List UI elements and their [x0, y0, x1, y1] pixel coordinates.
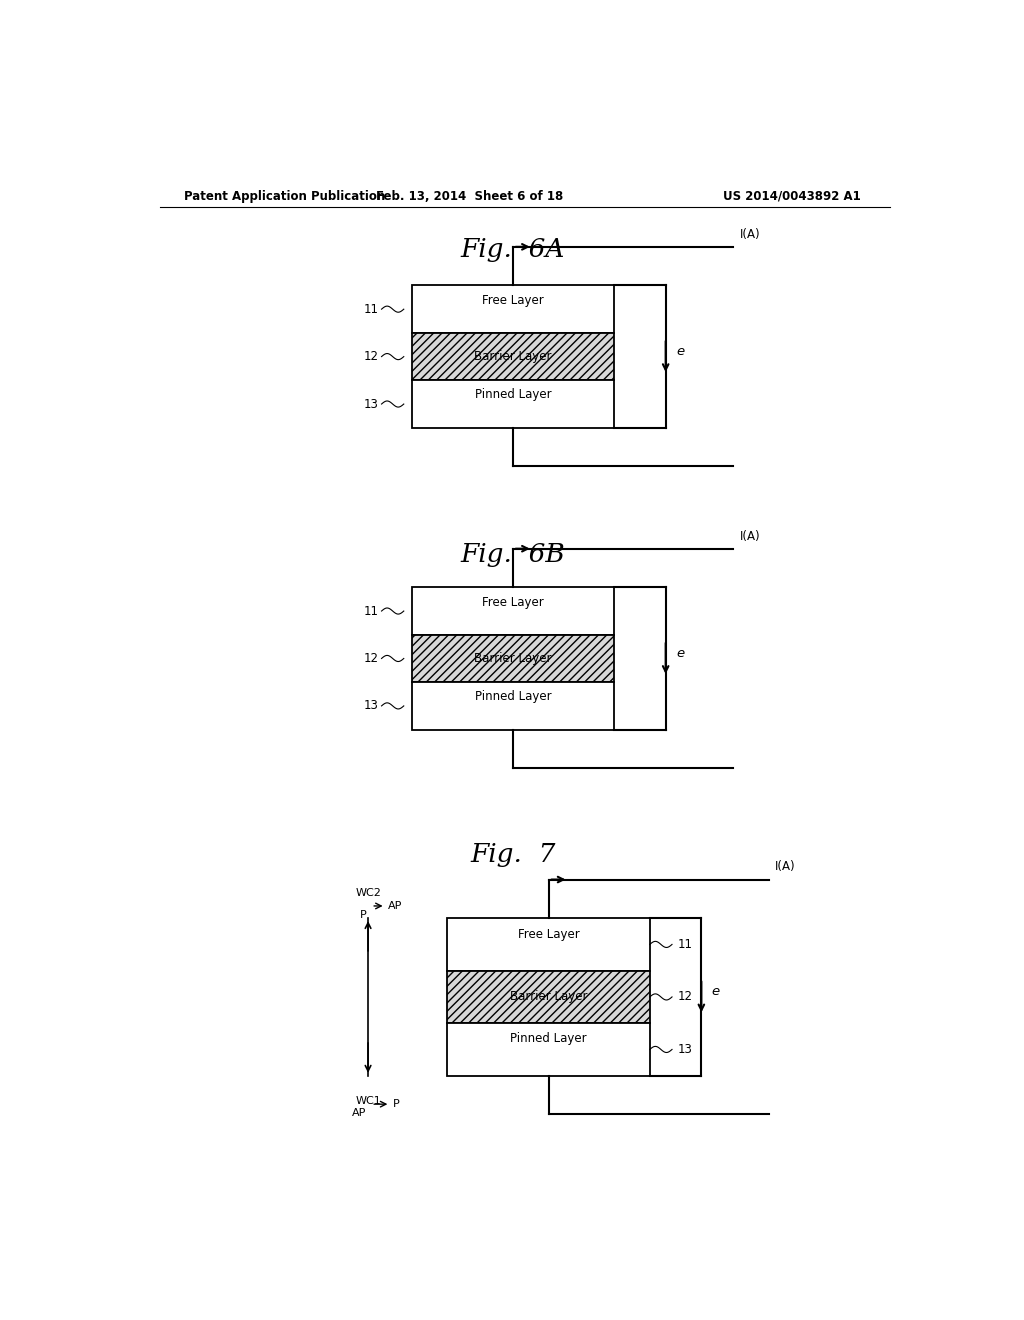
- Text: Barrier Layer: Barrier Layer: [474, 350, 552, 363]
- Text: Free Layer: Free Layer: [482, 597, 544, 609]
- Bar: [447, 970, 650, 1023]
- Text: AP: AP: [388, 902, 402, 911]
- Bar: [412, 635, 614, 682]
- Text: 13: 13: [678, 1043, 692, 1056]
- Text: 11: 11: [364, 302, 379, 315]
- Text: Pinned Layer: Pinned Layer: [510, 1032, 587, 1045]
- Text: 11: 11: [678, 939, 692, 950]
- FancyArrow shape: [429, 407, 581, 422]
- Text: 11: 11: [364, 605, 379, 618]
- Bar: [447, 919, 650, 970]
- Bar: [412, 285, 614, 333]
- FancyArrow shape: [465, 1053, 616, 1069]
- Text: Free Layer: Free Layer: [482, 294, 544, 308]
- Text: Pinned Layer: Pinned Layer: [474, 388, 551, 401]
- Text: 13: 13: [364, 700, 379, 713]
- FancyArrow shape: [445, 614, 597, 630]
- Text: Patent Application Publication: Patent Application Publication: [183, 190, 385, 202]
- Text: P: P: [392, 1100, 399, 1109]
- Text: Fig.  6B: Fig. 6B: [461, 543, 565, 568]
- Bar: [447, 1023, 650, 1076]
- Text: WC2: WC2: [355, 888, 381, 898]
- FancyArrow shape: [429, 312, 581, 327]
- Text: e: e: [676, 647, 684, 660]
- Text: I(A): I(A): [739, 529, 760, 543]
- Text: 12: 12: [364, 350, 379, 363]
- Text: e: e: [712, 985, 720, 998]
- Text: 12: 12: [364, 652, 379, 665]
- Text: Fig.  7: Fig. 7: [470, 842, 556, 867]
- Text: WC1: WC1: [355, 1096, 381, 1106]
- FancyArrow shape: [429, 709, 581, 725]
- FancyArrow shape: [480, 948, 633, 964]
- Bar: [412, 682, 614, 730]
- Text: Fig.  6A: Fig. 6A: [461, 238, 565, 263]
- Text: Barrier Layer: Barrier Layer: [510, 990, 588, 1003]
- Text: e: e: [676, 345, 684, 358]
- Text: Feb. 13, 2014  Sheet 6 of 18: Feb. 13, 2014 Sheet 6 of 18: [376, 190, 563, 202]
- Bar: [412, 587, 614, 635]
- Text: AP: AP: [352, 1109, 367, 1118]
- Text: Pinned Layer: Pinned Layer: [474, 690, 551, 704]
- Bar: [412, 380, 614, 428]
- Text: P: P: [359, 909, 367, 920]
- Text: Barrier Layer: Barrier Layer: [474, 652, 552, 665]
- FancyArrow shape: [465, 948, 616, 964]
- Text: I(A): I(A): [739, 228, 760, 240]
- Text: 13: 13: [364, 397, 379, 411]
- Bar: [412, 333, 614, 380]
- Text: Free Layer: Free Layer: [518, 928, 580, 941]
- Text: I(A): I(A): [775, 861, 796, 874]
- Text: 12: 12: [678, 990, 692, 1003]
- Text: US 2014/0043892 A1: US 2014/0043892 A1: [723, 190, 861, 202]
